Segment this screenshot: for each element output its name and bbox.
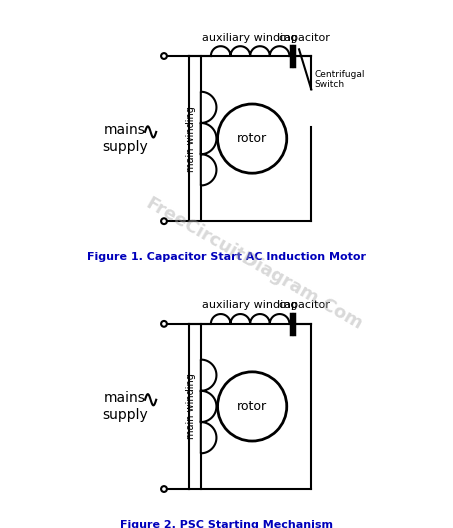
Text: auxiliary winding: auxiliary winding xyxy=(202,300,298,310)
Text: capacitor: capacitor xyxy=(279,33,331,43)
Text: mains
supply: mains supply xyxy=(102,391,148,421)
Text: capacitor: capacitor xyxy=(279,300,331,310)
Text: rotor: rotor xyxy=(237,132,267,145)
Text: rotor: rotor xyxy=(237,400,267,413)
Text: Figure 1. Capacitor Start AC Induction Motor: Figure 1. Capacitor Start AC Induction M… xyxy=(87,252,366,262)
Text: FreeCircuitDiagram.Com: FreeCircuitDiagram.Com xyxy=(142,194,366,334)
Text: Centrifugal
Switch: Centrifugal Switch xyxy=(315,70,365,89)
Text: main winding: main winding xyxy=(187,373,197,439)
Text: auxiliary winding: auxiliary winding xyxy=(202,33,298,43)
Text: main winding: main winding xyxy=(187,106,197,172)
Text: Figure 2. PSC Starting Mechanism: Figure 2. PSC Starting Mechanism xyxy=(120,520,333,528)
Text: mains
supply: mains supply xyxy=(102,124,148,154)
